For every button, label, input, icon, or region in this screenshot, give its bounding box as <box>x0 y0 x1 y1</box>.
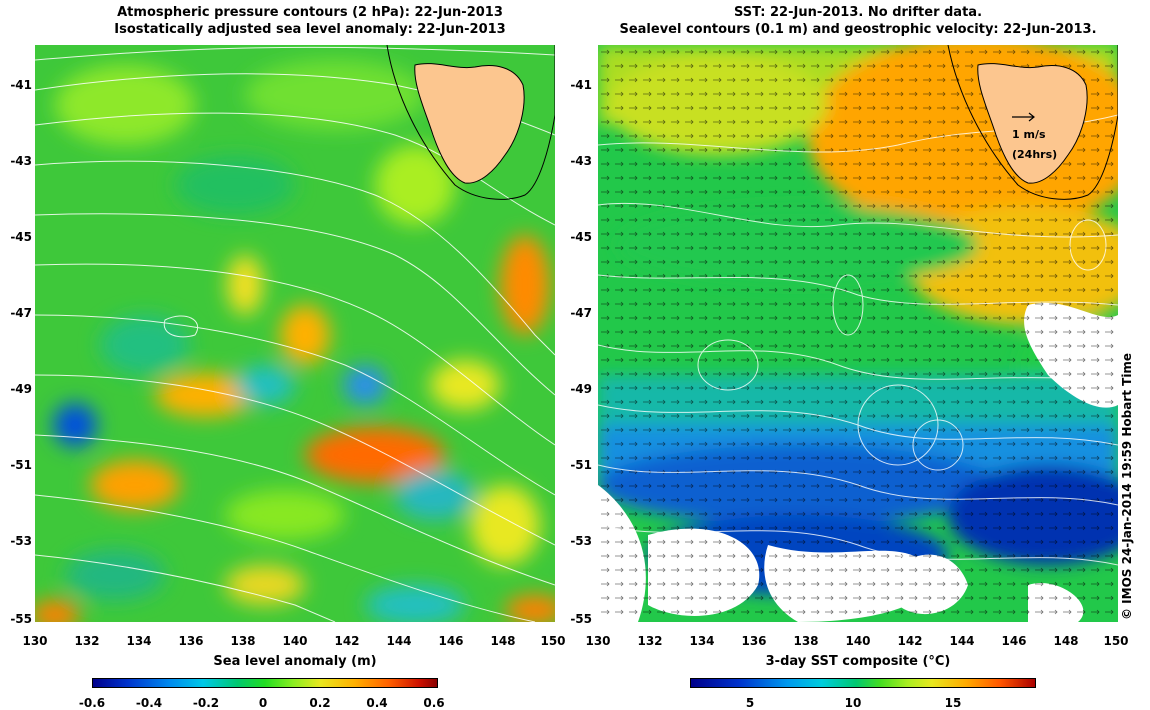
left-title-line2: Isostatically adjusted sea level anomaly… <box>114 22 506 37</box>
velocity-scale-label: 1 m/s (24hrs) <box>1012 125 1057 165</box>
right-xtick: 134 <box>689 634 715 648</box>
right-ytick: -45 <box>570 230 592 244</box>
left-colorbar-tick: -0.2 <box>192 696 220 710</box>
right-colorbar-tick: 10 <box>844 696 862 710</box>
left-ytick: -51 <box>10 458 32 472</box>
sst-field <box>598 45 1118 622</box>
left-title-line1: Atmospheric pressure contours (2 hPa): 2… <box>117 5 503 20</box>
left-ytick: -43 <box>10 154 32 168</box>
velocity-scale-period: (24hrs) <box>1012 148 1058 161</box>
right-title-line1: SST: 22-Jun-2013. No drifter data. <box>733 5 983 20</box>
right-xtick: 142 <box>897 634 923 648</box>
left-ytick: -41 <box>10 78 32 92</box>
left-xtick: 148 <box>490 634 516 648</box>
left-ytick: -49 <box>10 382 32 396</box>
left-map-title: Atmospheric pressure contours (2 hPa): 2… <box>40 4 580 38</box>
left-xtick: 138 <box>230 634 256 648</box>
left-colorbar-tick: 0.2 <box>309 696 331 710</box>
right-xtick: 144 <box>949 634 975 648</box>
right-xtick: 146 <box>1001 634 1027 648</box>
left-colorbar-tick: 0 <box>258 696 268 710</box>
right-xtick: 138 <box>793 634 819 648</box>
right-xtick: 130 <box>585 634 611 648</box>
left-ytick: -47 <box>10 306 32 320</box>
left-xtick: 150 <box>540 634 566 648</box>
left-xtick: 142 <box>334 634 360 648</box>
right-xtick: 132 <box>637 634 663 648</box>
left-xtick: 136 <box>178 634 204 648</box>
velocity-scale-arrow <box>1012 112 1035 122</box>
sst-colorbar <box>690 678 1036 688</box>
right-ytick: -47 <box>570 306 592 320</box>
left-colorbar-tick: 0.4 <box>366 696 388 710</box>
left-ytick: -55 <box>10 612 32 626</box>
sea-level-anomaly-map <box>35 45 555 622</box>
left-colorbar-tick: -0.4 <box>135 696 163 710</box>
sea-level-colorbar <box>92 678 438 688</box>
left-xtick: 132 <box>74 634 100 648</box>
imos-credit: © IMOS 24-Jan-2014 19:59 Hobart Time <box>1120 352 1134 620</box>
sst-map: 1 m/s (24hrs) <box>598 45 1118 622</box>
right-xtick: 150 <box>1103 634 1129 648</box>
right-colorbar-label: 3-day SST composite (°C) <box>765 654 951 669</box>
right-ytick: -55 <box>570 612 592 626</box>
right-xtick: 140 <box>845 634 871 648</box>
left-ytick: -53 <box>10 534 32 548</box>
right-ytick: -53 <box>570 534 592 548</box>
left-xtick: 144 <box>386 634 412 648</box>
right-xtick: 148 <box>1053 634 1079 648</box>
left-xtick: 134 <box>126 634 152 648</box>
right-title-line2: Sealevel contours (0.1 m) and geostrophi… <box>619 22 1097 37</box>
right-colorbar-tick: 5 <box>745 696 755 710</box>
right-ytick: -49 <box>570 382 592 396</box>
sea-level-anomaly-field <box>35 45 555 622</box>
right-colorbar-tick: 15 <box>944 696 962 710</box>
right-ytick: -43 <box>570 154 592 168</box>
left-xtick: 130 <box>22 634 48 648</box>
left-xtick: 140 <box>282 634 308 648</box>
tasmania-land <box>386 45 555 200</box>
tasmania-land-right <box>947 45 1118 200</box>
right-ytick: -51 <box>570 458 592 472</box>
velocity-scale-value: 1 m/s <box>1012 128 1046 141</box>
right-map-title: SST: 22-Jun-2013. No drifter data. Seale… <box>598 4 1118 38</box>
left-ytick: -45 <box>10 230 32 244</box>
left-colorbar-tick: 0.6 <box>423 696 445 710</box>
left-colorbar-tick: -0.6 <box>78 696 106 710</box>
right-ytick: -41 <box>570 78 592 92</box>
left-xtick: 146 <box>438 634 464 648</box>
right-xtick: 136 <box>741 634 767 648</box>
left-colorbar-label: Sea level anomaly (m) <box>213 654 377 669</box>
